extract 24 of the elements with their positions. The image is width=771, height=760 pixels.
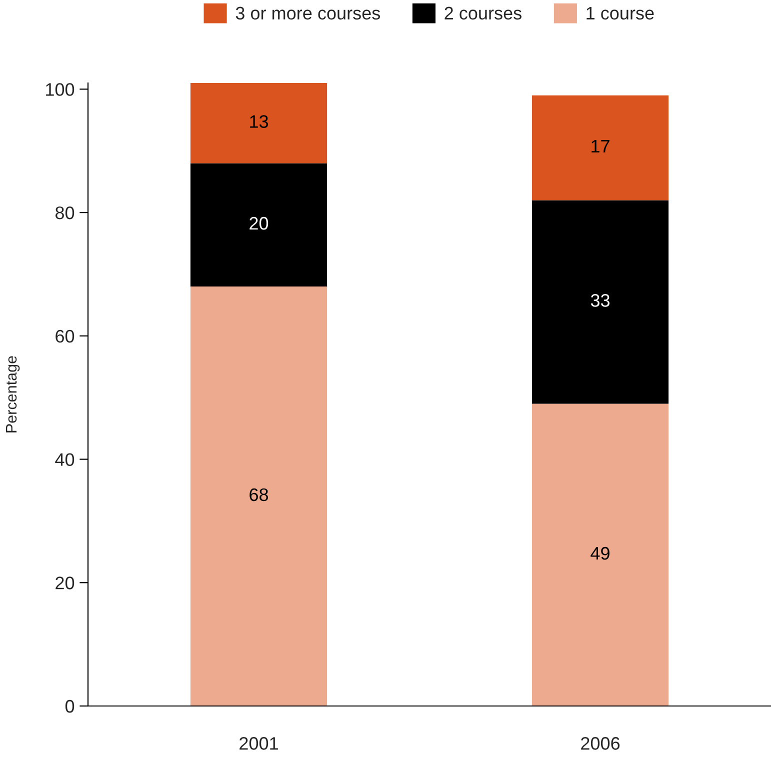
x-tick-label: 2006 bbox=[581, 737, 620, 750]
y-axis-title: Percentage bbox=[6, 356, 20, 432]
bar bbox=[532, 95, 669, 200]
y-tick-label: 100 bbox=[46, 83, 74, 96]
data-label: 68 bbox=[250, 488, 268, 502]
bar bbox=[190, 163, 328, 287]
bar bbox=[532, 200, 669, 404]
data-label: 13 bbox=[250, 115, 268, 128]
data-label: 33 bbox=[590, 294, 610, 307]
x-tick-label: 2001 bbox=[240, 737, 278, 750]
bar bbox=[532, 404, 669, 706]
bar bbox=[190, 286, 328, 706]
y-tick-label: 40 bbox=[55, 453, 74, 466]
data-label: 20 bbox=[250, 216, 268, 230]
legend-label: 2 courses bbox=[444, 6, 522, 20]
bar bbox=[190, 83, 328, 164]
y-tick-label: 80 bbox=[56, 206, 74, 220]
y-tick-label: 0 bbox=[65, 700, 74, 713]
data-label: 17 bbox=[592, 140, 610, 152]
y-tick-label: 60 bbox=[56, 330, 74, 343]
legend-label: 3 or more courses bbox=[236, 6, 380, 20]
data-label: 49 bbox=[590, 546, 610, 560]
y-tick-label: 20 bbox=[56, 576, 74, 590]
legend-label: 1 course bbox=[586, 6, 654, 20]
